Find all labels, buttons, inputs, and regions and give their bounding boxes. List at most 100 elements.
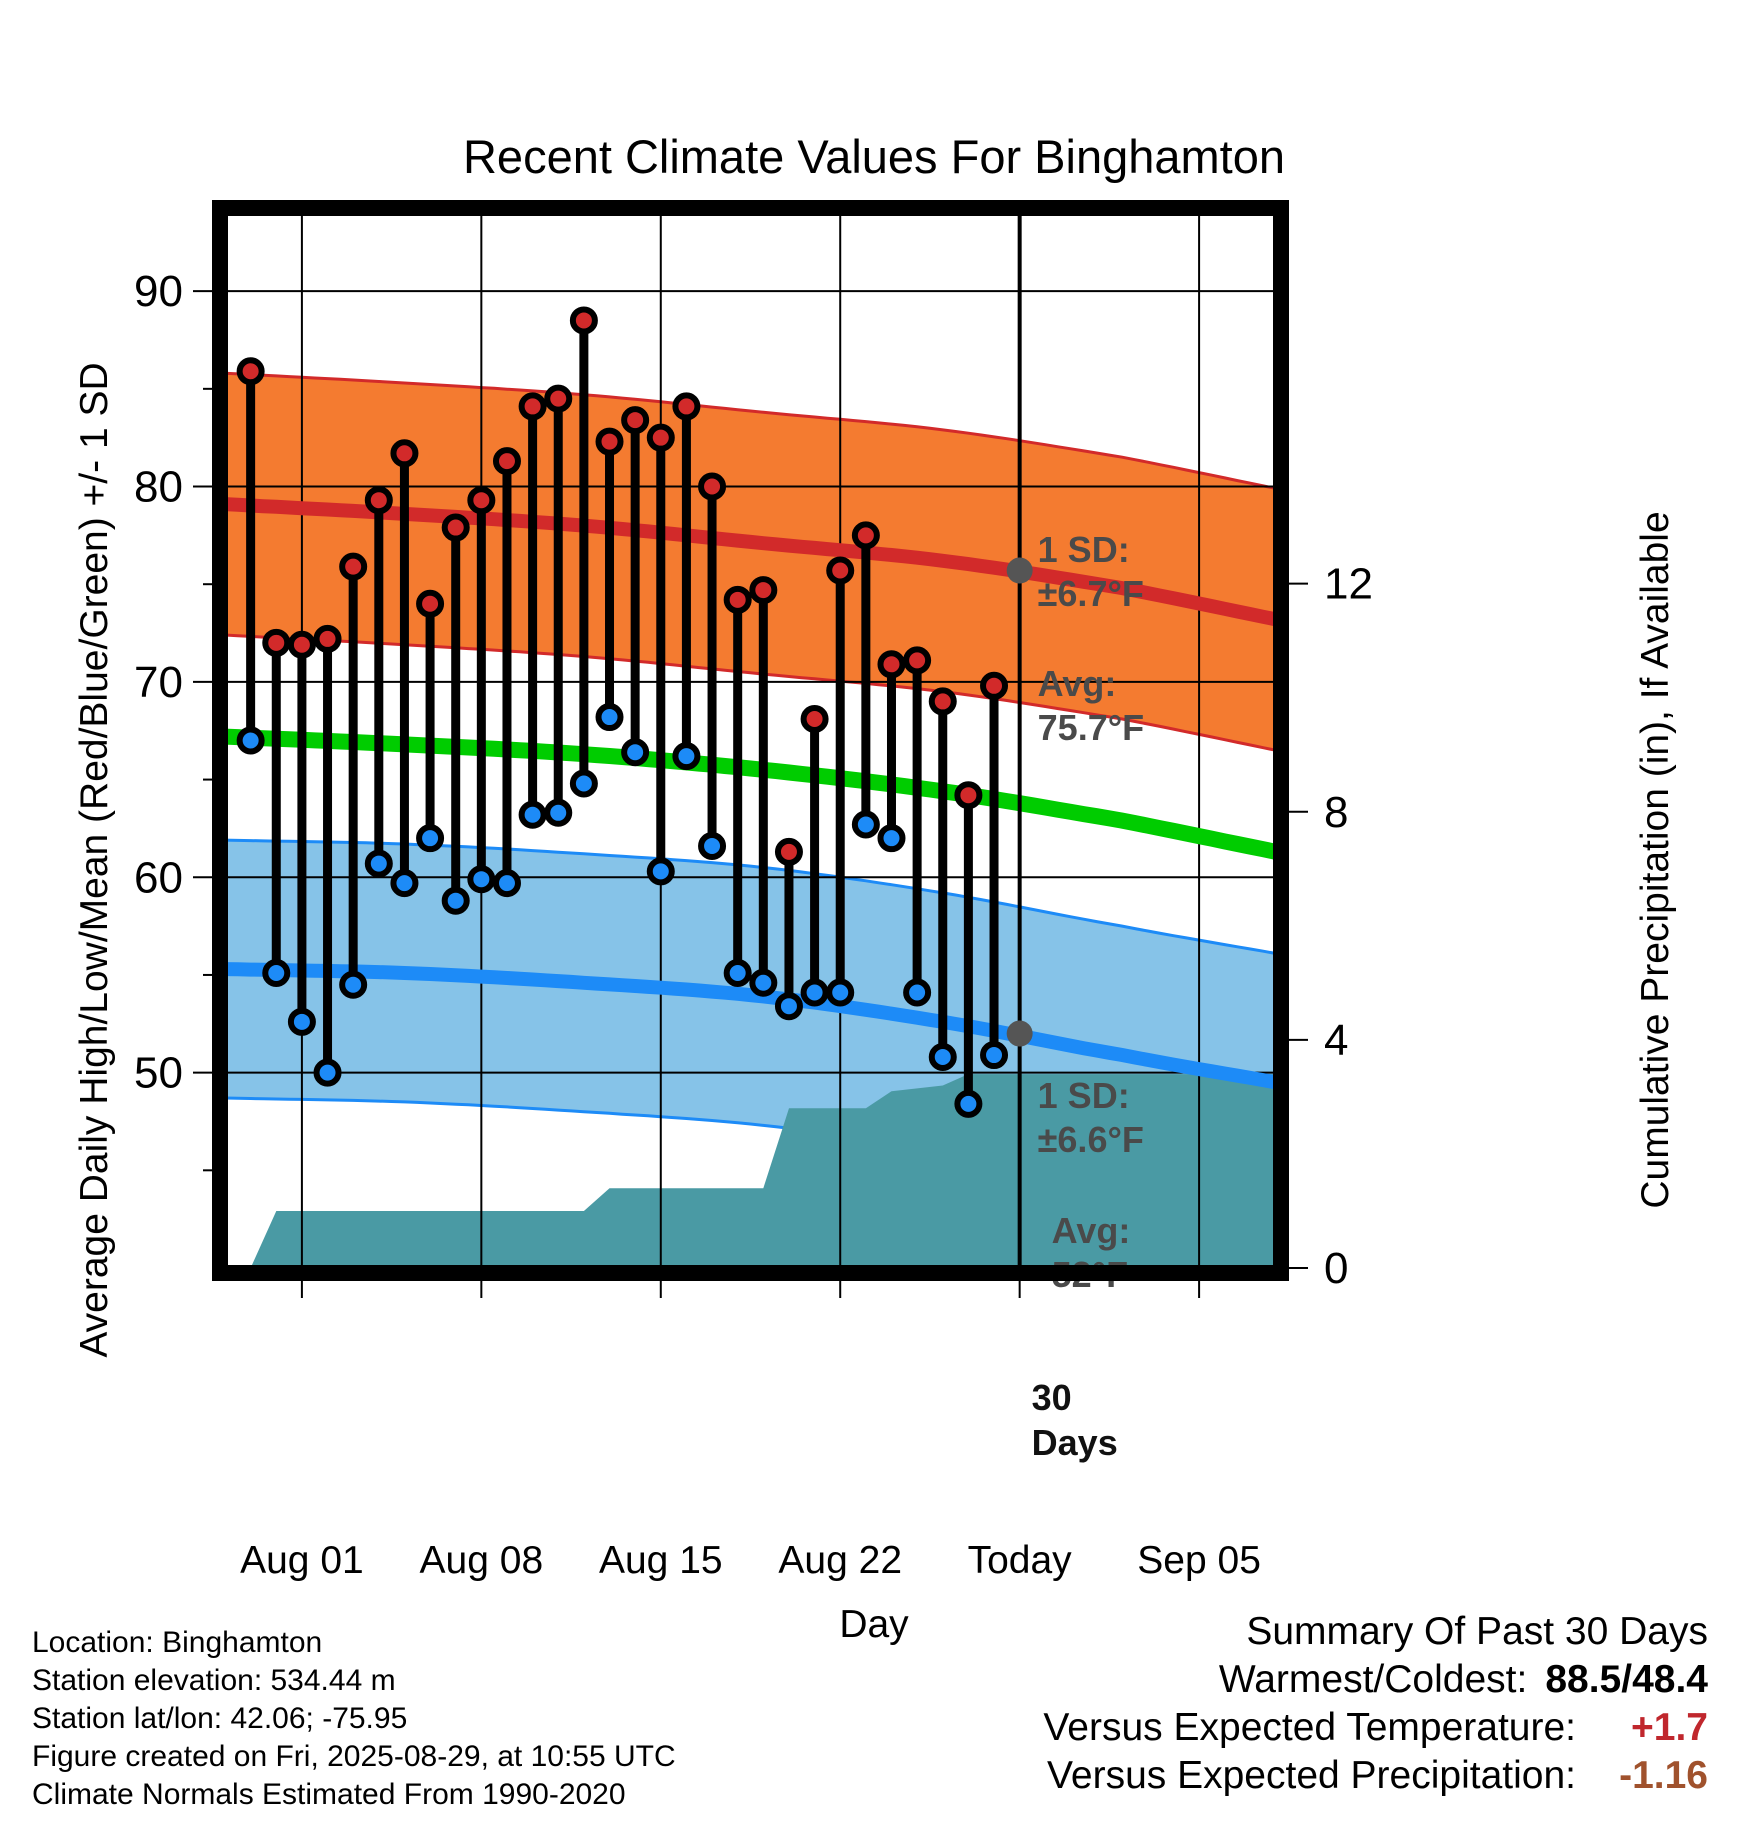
period-number: 30 — [1032, 1377, 1072, 1418]
low-avg-annotation-label: Avg: — [1052, 1210, 1131, 1251]
info-created: Figure created on Fri, 2025-08-29, at 10… — [32, 1740, 676, 1773]
y-tick-label: 90 — [134, 267, 183, 316]
daily-high-point — [928, 687, 957, 716]
today-low-average-marker — [1006, 1020, 1033, 1047]
daily-low-point — [569, 769, 598, 798]
y-axis: 50 60 70 80 90 — [134, 267, 217, 1172]
daily-low-point — [903, 978, 932, 1007]
daily-low-point — [467, 865, 496, 894]
plot-frame — [212, 200, 1289, 1281]
station-info: Location: Binghamton Station elevation: … — [32, 1624, 676, 1814]
period-unit: Days — [1032, 1422, 1118, 1463]
info-elevation: Station elevation: 534.44 m — [32, 1664, 396, 1697]
warmest-coldest-value: 88.5/48.4 — [1545, 1658, 1708, 1701]
daily-high-point — [672, 392, 701, 421]
x-tick-label: Aug 01 — [240, 1539, 364, 1582]
daily-low-point — [954, 1089, 983, 1118]
daily-high-point — [621, 406, 650, 435]
daily-low-point — [287, 1007, 316, 1036]
daily-low-point — [416, 824, 445, 853]
daily-high-point — [826, 556, 855, 585]
x-tick-label: Sep 05 — [1137, 1539, 1261, 1582]
y-tick-label: 50 — [134, 1049, 183, 1098]
daily-high-point — [287, 630, 316, 659]
x-tick-label: Aug 15 — [599, 1539, 723, 1582]
y-tick-label: 80 — [134, 463, 183, 512]
daily-low-point — [518, 800, 547, 829]
daily-low-point — [749, 968, 778, 997]
daily-high-point — [595, 427, 624, 456]
low-sd-annotation-label: 1 SD: — [1038, 1075, 1130, 1116]
daily-high-point — [851, 521, 880, 550]
daily-low-point — [621, 738, 650, 767]
info-normals: Climate Normals Estimated From 1990-2020 — [32, 1778, 626, 1811]
daily-high-point — [954, 781, 983, 810]
y-tick-label: 60 — [134, 853, 183, 902]
daily-low-point — [262, 958, 291, 987]
daily-low-point — [928, 1043, 957, 1071]
low-sd-annotation-value: ±6.6°F — [1038, 1119, 1144, 1160]
daily-low-point — [390, 869, 419, 898]
daily-high-point — [467, 486, 496, 515]
summary-title: Summary Of Past 30 Days — [1246, 1610, 1708, 1653]
plot-clip-group — [225, 213, 1276, 1268]
x-axis: Aug 01 Aug 08 Aug 15 Aug 22 Today Sep 05 — [240, 1276, 1261, 1582]
daily-high-point — [723, 585, 752, 614]
expected-temperature-label: Versus Expected Temperature: — [1043, 1706, 1576, 1749]
daily-high-point — [646, 423, 675, 452]
y2-axis-label: Cumulative Precipitation (in), If Availa… — [1634, 511, 1677, 1208]
daily-high-point — [903, 646, 932, 675]
low-average-line — [225, 962, 1276, 1090]
daily-low-point — [313, 1058, 342, 1087]
today-high-average-marker — [1006, 557, 1033, 584]
chart-title: Recent Climate Values For Binghamton — [463, 130, 1285, 183]
summary-row-precipitation: Versus Expected Precipitation: -1.16 — [1043, 1752, 1708, 1800]
daily-high-point — [877, 650, 906, 679]
daily-low-point — [236, 726, 265, 755]
daily-high-point — [544, 384, 573, 413]
daily-low-point — [544, 798, 573, 827]
daily-high-point — [518, 392, 547, 421]
y2-axis: 0 4 8 12 — [1284, 560, 1373, 1293]
y2-tick-label: 12 — [1324, 560, 1373, 609]
daily-high-point — [774, 837, 803, 866]
high-avg-annotation-value: 75.7°F — [1038, 707, 1144, 748]
daily-high-point — [800, 705, 829, 734]
y2-tick-label: 8 — [1324, 788, 1348, 837]
high-sd-upper-line — [225, 371, 1276, 490]
daily-low-point — [441, 886, 470, 915]
observations — [236, 306, 1009, 1118]
summary-panel: Summary Of Past 30 Days Warmest/Coldest:… — [1043, 1608, 1708, 1800]
daily-high-point — [441, 513, 470, 542]
daily-low-point — [595, 703, 624, 732]
daily-low-point — [698, 832, 727, 860]
daily-high-point — [492, 447, 521, 476]
daily-high-point — [262, 628, 291, 657]
summary-row-warmest: Warmest/Coldest: 88.5/48.4 — [1043, 1656, 1708, 1704]
daily-low-point — [980, 1041, 1009, 1070]
daily-high-point — [569, 306, 598, 335]
expected-precipitation-value: -1.16 — [1619, 1754, 1708, 1797]
x-tick-label: Aug 08 — [420, 1539, 544, 1582]
daily-low-point — [672, 742, 701, 771]
daily-high-point — [339, 552, 368, 581]
daily-low-point — [492, 869, 521, 898]
daily-low-point — [646, 857, 675, 886]
daily-high-point — [698, 472, 727, 501]
info-location: Location: Binghamton — [32, 1626, 323, 1659]
daily-low-point — [723, 958, 752, 987]
daily-high-point — [416, 589, 445, 618]
x-tick-label: Today — [968, 1539, 1073, 1582]
daily-high-point — [364, 486, 393, 515]
high-sd-annotation-label: 1 SD: — [1038, 529, 1130, 570]
expected-precipitation-label: Versus Expected Precipitation: — [1047, 1754, 1576, 1797]
daily-low-point — [364, 849, 393, 878]
summary-row-temperature: Versus Expected Temperature: +1.7 — [1043, 1704, 1708, 1752]
daily-high-point — [980, 671, 1009, 700]
daily-high-point — [236, 357, 265, 386]
x-tick-label: Aug 22 — [778, 1539, 902, 1582]
high-sd-annotation-value: ±6.7°F — [1038, 573, 1144, 614]
daily-high-point — [390, 439, 419, 468]
